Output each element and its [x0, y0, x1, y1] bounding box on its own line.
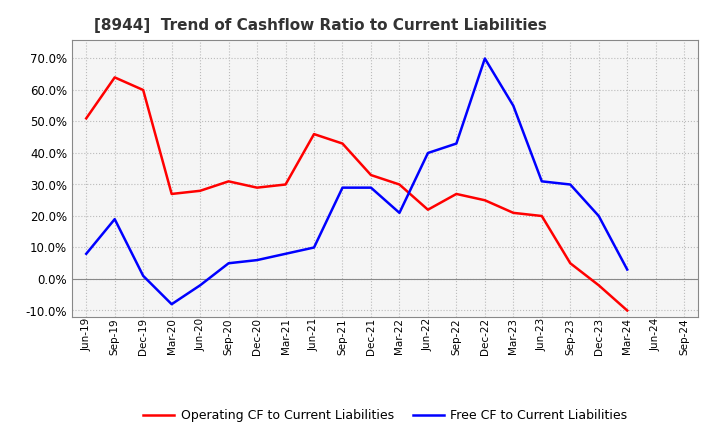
Operating CF to Current Liabilities: [139, 88, 148, 93]
Operating CF to Current Liabilities: [452, 191, 461, 197]
Operating CF to Current Liabilities: [395, 182, 404, 187]
Operating CF to Current Liabilities: [82, 116, 91, 121]
Free CF to Current Liabilities: [196, 282, 204, 288]
Operating CF to Current Liabilities: [623, 308, 631, 313]
Line: Operating CF to Current Liabilities: Operating CF to Current Liabilities: [86, 77, 627, 311]
Free CF to Current Liabilities: [310, 245, 318, 250]
Free CF to Current Liabilities: [452, 141, 461, 146]
Operating CF to Current Liabilities: [282, 182, 290, 187]
Free CF to Current Liabilities: [595, 213, 603, 219]
Operating CF to Current Liabilities: [310, 132, 318, 137]
Operating CF to Current Liabilities: [480, 198, 489, 203]
Free CF to Current Liabilities: [480, 56, 489, 61]
Free CF to Current Liabilities: [623, 267, 631, 272]
Operating CF to Current Liabilities: [110, 75, 119, 80]
Operating CF to Current Liabilities: [537, 213, 546, 219]
Operating CF to Current Liabilities: [338, 141, 347, 146]
Free CF to Current Liabilities: [139, 273, 148, 279]
Free CF to Current Liabilities: [509, 103, 518, 108]
Operating CF to Current Liabilities: [423, 207, 432, 213]
Free CF to Current Liabilities: [167, 301, 176, 307]
Operating CF to Current Liabilities: [167, 191, 176, 197]
Free CF to Current Liabilities: [282, 251, 290, 257]
Free CF to Current Liabilities: [366, 185, 375, 190]
Free CF to Current Liabilities: [338, 185, 347, 190]
Operating CF to Current Liabilities: [225, 179, 233, 184]
Text: [8944]  Trend of Cashflow Ratio to Current Liabilities: [8944] Trend of Cashflow Ratio to Curren…: [94, 18, 546, 33]
Free CF to Current Liabilities: [423, 150, 432, 156]
Free CF to Current Liabilities: [566, 182, 575, 187]
Operating CF to Current Liabilities: [196, 188, 204, 194]
Operating CF to Current Liabilities: [566, 260, 575, 266]
Free CF to Current Liabilities: [395, 210, 404, 216]
Operating CF to Current Liabilities: [595, 282, 603, 288]
Operating CF to Current Liabilities: [509, 210, 518, 216]
Operating CF to Current Liabilities: [366, 172, 375, 178]
Operating CF to Current Liabilities: [253, 185, 261, 190]
Legend: Operating CF to Current Liabilities, Free CF to Current Liabilities: Operating CF to Current Liabilities, Fre…: [138, 404, 632, 427]
Free CF to Current Liabilities: [253, 257, 261, 263]
Free CF to Current Liabilities: [225, 260, 233, 266]
Free CF to Current Liabilities: [110, 216, 119, 222]
Free CF to Current Liabilities: [82, 251, 91, 257]
Free CF to Current Liabilities: [537, 179, 546, 184]
Line: Free CF to Current Liabilities: Free CF to Current Liabilities: [86, 59, 627, 304]
